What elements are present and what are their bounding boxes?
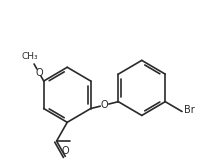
Text: O: O (35, 67, 43, 78)
Text: O: O (101, 100, 108, 110)
Text: Br: Br (184, 105, 195, 115)
Text: O: O (61, 147, 69, 156)
Text: CH₃: CH₃ (21, 52, 38, 61)
